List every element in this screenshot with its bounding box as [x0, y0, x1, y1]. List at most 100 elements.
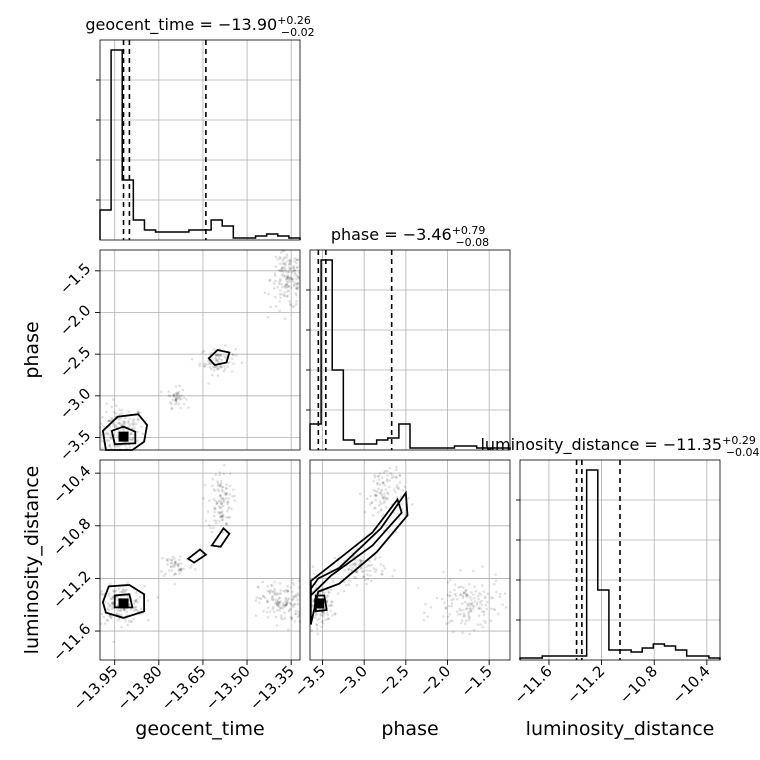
sample-point — [359, 560, 363, 563]
sample-point — [103, 600, 107, 604]
sample-point — [222, 499, 226, 502]
sample-point — [459, 585, 463, 589]
sample-point — [173, 557, 176, 561]
sample-point — [282, 262, 285, 266]
sample-point — [225, 522, 228, 526]
sample-point — [127, 425, 131, 429]
x-axis-label-luminosity_distance: luminosity_distance — [526, 718, 715, 740]
sample-point — [463, 591, 466, 595]
sample-point — [167, 557, 170, 561]
sample-point — [483, 596, 487, 600]
sample-point — [475, 601, 479, 604]
sample-point — [216, 353, 219, 357]
sample-point — [287, 597, 291, 600]
sample-point — [171, 398, 174, 402]
sample-point — [311, 604, 315, 607]
sample-point — [395, 486, 398, 489]
sample-point — [291, 278, 294, 281]
sample-point — [337, 592, 340, 595]
panel-2d-geocent_time-phase — [99, 249, 301, 451]
sample-point — [211, 373, 214, 377]
sample-point — [132, 418, 135, 421]
sample-point — [212, 526, 215, 530]
sample-point — [375, 493, 378, 497]
sample-point — [219, 514, 222, 518]
sample-point — [491, 596, 495, 600]
sample-point — [118, 613, 121, 616]
sample-point — [116, 619, 120, 622]
contour-geocent_time-phase-1 — [110, 425, 137, 446]
sample-point — [125, 588, 128, 591]
sample-point — [174, 399, 178, 403]
sample-point — [122, 420, 125, 423]
sample-point — [214, 521, 218, 525]
sample-point — [373, 473, 376, 477]
sample-point — [216, 484, 220, 487]
sample-point — [327, 617, 330, 620]
sample-point — [469, 610, 473, 613]
sample-point — [293, 260, 296, 263]
sample-point — [290, 578, 294, 581]
sample-point — [173, 563, 177, 567]
sample-point — [292, 283, 296, 286]
sample-point — [274, 615, 278, 619]
sample-point — [173, 565, 176, 569]
sample-point — [283, 617, 287, 620]
sample-point — [279, 614, 283, 617]
sample-point — [100, 434, 103, 437]
y-tick-label-luminosity_distance: −11.2 — [49, 567, 94, 612]
sample-point — [281, 617, 284, 621]
sample-point — [440, 597, 444, 601]
sample-point — [383, 567, 387, 570]
sample-point — [330, 600, 334, 603]
sample-point — [283, 274, 287, 278]
sample-point — [122, 428, 125, 431]
title-lower-error: −0.02 — [281, 26, 315, 39]
sample-point — [273, 593, 277, 596]
sample-point — [124, 416, 127, 420]
sample-point — [380, 476, 384, 480]
sample-point — [221, 518, 225, 522]
sample-point — [140, 425, 143, 429]
sample-point — [290, 286, 293, 290]
sample-point — [374, 556, 378, 560]
sample-point — [179, 568, 182, 572]
sample-point — [476, 594, 480, 598]
title-lower-error: −0.08 — [455, 236, 489, 249]
sample-point — [217, 499, 221, 503]
sample-point — [362, 575, 366, 578]
sample-point — [501, 603, 505, 606]
sample-point — [378, 504, 381, 507]
sample-point — [290, 598, 294, 602]
sample-point — [342, 589, 346, 593]
sample-point — [315, 623, 319, 627]
sample-point — [471, 604, 475, 608]
sample-point — [365, 569, 368, 572]
sample-point — [282, 275, 286, 278]
sample-point — [328, 591, 331, 594]
sample-point — [276, 285, 280, 289]
sample-point — [174, 561, 178, 564]
sample-point — [106, 619, 110, 622]
sample-point — [177, 390, 181, 394]
sample-point — [267, 590, 271, 594]
sample-point — [382, 564, 385, 568]
sample-point — [126, 581, 129, 585]
sample-point — [379, 502, 383, 506]
sample-point — [450, 605, 453, 608]
sample-point — [310, 629, 314, 632]
sample-point — [272, 598, 276, 601]
sample-point — [217, 353, 220, 357]
sample-point — [121, 422, 125, 426]
sample-point — [276, 604, 280, 607]
sample-point — [209, 362, 212, 366]
sample-point — [369, 494, 372, 498]
sample-point — [276, 258, 280, 261]
sample-point — [215, 354, 219, 357]
sample-point — [162, 574, 166, 578]
sample-point — [172, 393, 176, 396]
sample-point — [212, 348, 215, 351]
sample-point — [127, 620, 131, 623]
sample-point — [383, 469, 387, 473]
sample-point — [288, 267, 292, 271]
